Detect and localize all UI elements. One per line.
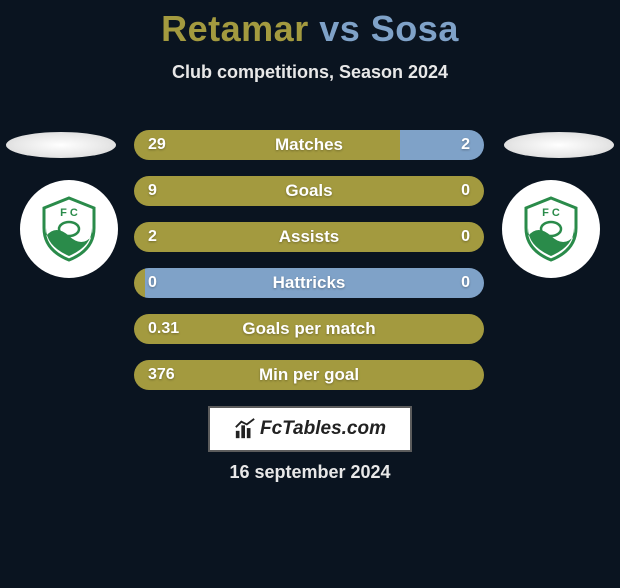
player2-name: Sosa [371, 8, 459, 49]
player2-club-badge: F C [502, 180, 600, 278]
vs-text: vs [319, 8, 360, 49]
bar-segment-right [400, 130, 484, 160]
stat-bar-row: Goals90 [134, 176, 484, 206]
bar-segment-left [134, 360, 484, 390]
stat-bar-row: Goals per match0.31 [134, 314, 484, 344]
page-title: Retamar vs Sosa [0, 8, 620, 50]
fctables-text: FcTables.com [260, 418, 386, 440]
player1-club-badge: F C [20, 180, 118, 278]
bar-segment-right [145, 268, 485, 298]
svg-text:F C: F C [542, 207, 560, 219]
svg-text:F C: F C [60, 207, 78, 219]
bar-segment-left [134, 314, 484, 344]
stat-bar-row: Min per goal376 [134, 360, 484, 390]
comparison-bars: Matches292 Goals90 Assists20 Hattricks00 Goa… [134, 130, 484, 406]
subtitle: Club competitions, Season 2024 [0, 62, 620, 83]
stat-bar-row: Hattricks00 [134, 268, 484, 298]
player2-photo [504, 132, 614, 158]
fctables-badge: FcTables.com [208, 406, 412, 452]
stat-bar-row: Assists20 [134, 222, 484, 252]
stat-bar-row: Matches292 [134, 130, 484, 160]
club-shield-icon: F C [34, 194, 104, 264]
chart-icon [234, 418, 256, 440]
player1-name: Retamar [161, 8, 309, 49]
bar-segment-left [134, 268, 145, 298]
date-text: 16 september 2024 [0, 462, 620, 483]
player1-photo [6, 132, 116, 158]
bar-segment-left [134, 130, 400, 160]
bar-segment-left [134, 222, 484, 252]
fctables-logo: FcTables.com [234, 418, 386, 440]
club-shield-icon: F C [516, 194, 586, 264]
bar-segment-left [134, 176, 484, 206]
